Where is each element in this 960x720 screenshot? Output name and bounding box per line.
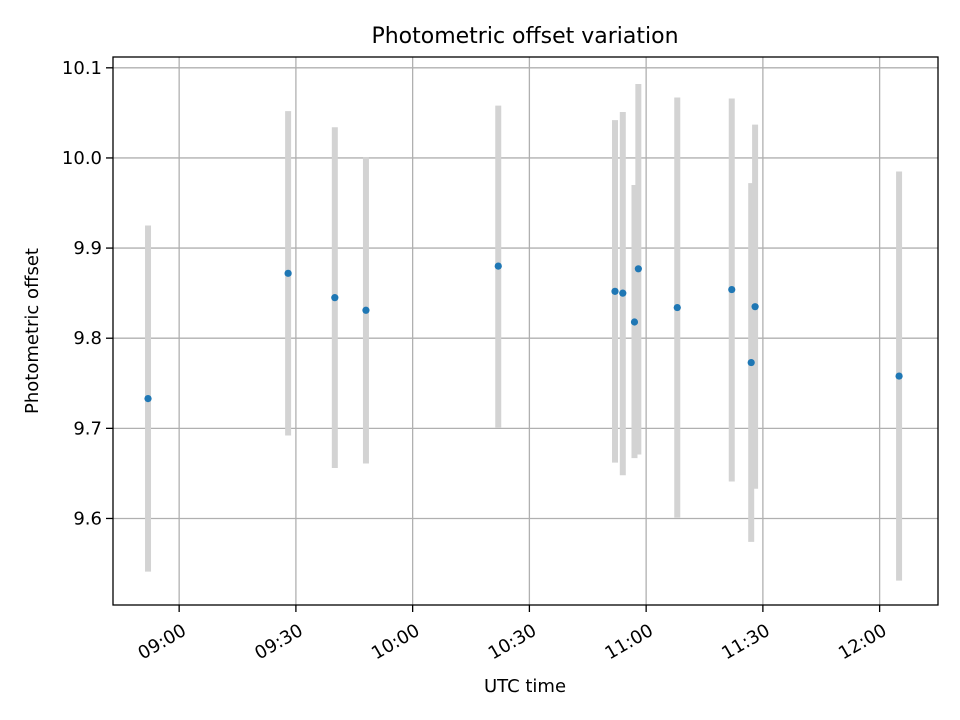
y-tick-label: 9.9 [73,238,102,259]
x-tick-label: 12:00 [835,620,890,664]
data-point [747,358,755,367]
x-tick-label: 09:30 [251,620,306,664]
x-axis: 09:00 09:30 10:00 10:30 11:00 11:30 12:00 [135,605,890,664]
data-point [634,265,642,273]
plot-frame [112,56,939,606]
x-tick-label: 11:30 [718,620,773,664]
data-point [619,289,627,297]
y-tick-label: 9.8 [73,328,102,349]
data-point [331,294,339,302]
y-tick-label: 9.6 [73,508,102,529]
y-axis: 9.6 9.7 9.8 9.9 10.0 10.1 [62,58,113,529]
data-points [144,262,903,403]
data-point [673,303,681,312]
data-point [728,285,736,294]
data-point [611,287,619,295]
data-point [630,318,639,326]
x-axis-label: UTC time [484,676,566,697]
x-tick-label: 10:00 [368,620,423,664]
data-point [494,262,502,270]
y-tick-label: 10.0 [62,148,102,169]
grid [113,57,938,605]
y-tick-label: 10.1 [62,58,102,79]
data-point [144,394,152,403]
x-tick-label: 09:00 [135,620,190,664]
chart-title: Photometric offset variation [371,24,678,49]
x-tick-label: 11:00 [602,620,657,664]
data-point [895,372,903,380]
x-tick-label: 10:30 [485,620,540,664]
data-point [751,303,759,311]
data-point [362,306,370,314]
y-tick-label: 9.7 [73,418,102,439]
y-axis-label: Photometric offset [22,248,43,414]
data-point [284,269,292,277]
